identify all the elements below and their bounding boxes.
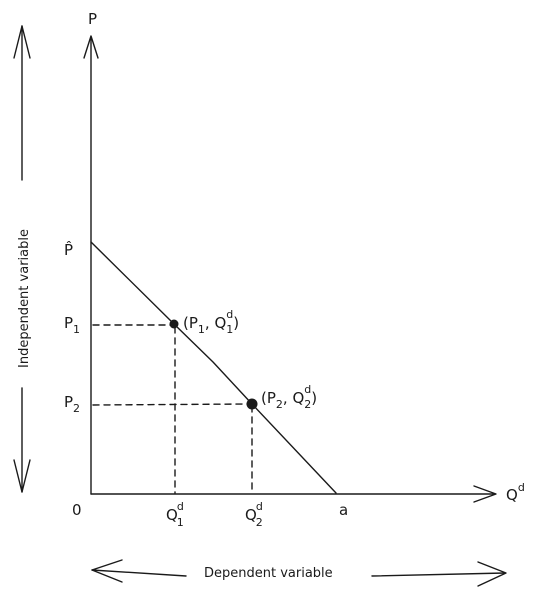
y-axis — [83, 35, 99, 495]
dependent-variable-caption: Dependent variable — [91, 559, 507, 587]
independent-variable-text: Independent variable — [17, 229, 32, 368]
x-axis-label: Qd — [506, 481, 525, 504]
x-axis — [90, 485, 497, 503]
a-label: a — [339, 501, 348, 519]
p1-label: P1 — [64, 314, 80, 336]
point-2-label: (P2, Qd 2) — [261, 383, 317, 411]
independent-variable-caption: Independent variable — [13, 25, 32, 493]
point-1-dot — [169, 319, 179, 329]
dependent-variable-text: Dependent variable — [204, 566, 333, 581]
point-2-dot — [246, 398, 258, 410]
q1-label: Qd 1 — [166, 500, 184, 529]
p-hat-label: P̂ — [64, 240, 73, 259]
y-axis-label: P — [88, 10, 97, 28]
origin-label: 0 — [72, 501, 82, 519]
point-1-label: (P1, Qd 1) — [183, 308, 239, 336]
demand-curve — [90, 241, 337, 494]
guide-lines — [92, 324, 253, 494]
p2-label: P2 — [64, 393, 80, 415]
q2-label: Qd 2 — [245, 500, 263, 529]
